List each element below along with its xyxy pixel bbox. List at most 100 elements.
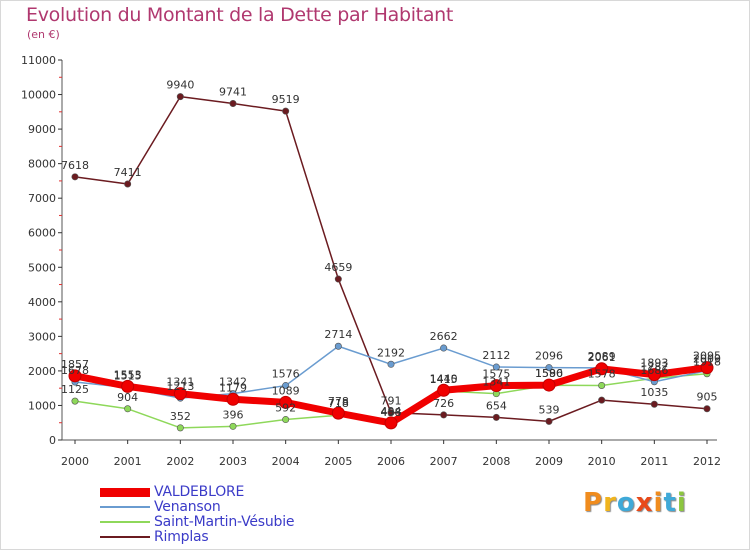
- x-tick-label: 2009: [535, 455, 563, 468]
- data-point-rimplas: [176, 93, 184, 101]
- x-tick-label: 2000: [61, 455, 89, 468]
- data-label-saint-martin-vesubie: 1787: [640, 360, 668, 373]
- data-label-saint-martin-vesubie: 718: [328, 397, 349, 410]
- legend-swatch-valdeblore: [100, 488, 150, 497]
- y-tick-label: 5000: [28, 261, 56, 274]
- data-label-rimplas: 539: [539, 403, 560, 416]
- data-point-saint-martin-vesubie: [229, 422, 237, 430]
- data-point-valdeblore: [279, 395, 293, 409]
- data-label-rimplas: 1035: [640, 386, 668, 399]
- series-layer: [68, 93, 714, 432]
- data-label-valdeblore: 1590: [535, 367, 563, 380]
- data-point-valdeblore: [68, 369, 82, 383]
- data-label-valdeblore: 1341: [166, 376, 194, 389]
- x-tick-label: 2007: [430, 455, 458, 468]
- x-tick-label: 2010: [588, 455, 616, 468]
- data-point-rimplas: [492, 413, 500, 421]
- data-label-saint-martin-vesubie: 1586: [535, 367, 563, 380]
- legend-swatch-saint-martin-vesubie: [100, 521, 150, 523]
- data-point-rimplas: [703, 405, 711, 413]
- data-point-venanson: [545, 364, 553, 372]
- data-point-valdeblore: [489, 379, 503, 393]
- y-tick-label: 7000: [28, 192, 56, 205]
- y-tick-label: 0: [49, 434, 56, 447]
- data-label-valdeblore: 1575: [482, 368, 510, 381]
- legend-swatch-venanson: [100, 506, 150, 508]
- data-label-valdeblore: 1440: [430, 372, 458, 385]
- x-tick-label: 2005: [324, 455, 352, 468]
- data-label-venanson: 1576: [272, 368, 300, 381]
- data-label-saint-martin-vesubie: 592: [275, 402, 296, 415]
- data-point-valdeblore: [542, 378, 556, 392]
- data-point-venanson: [440, 344, 448, 352]
- data-label-venanson: 1342: [219, 376, 247, 389]
- data-point-valdeblore: [331, 406, 345, 420]
- data-label-rimplas: 7618: [61, 159, 89, 172]
- logo-letter: x: [635, 488, 654, 518]
- data-label-saint-martin-vesubie: 352: [170, 410, 191, 423]
- data-label-venanson: 2714: [324, 328, 352, 341]
- line-chart: 0 1000 2000 3000 4000 5000 6000 7000 8000 9000 100…: [21, 54, 721, 468]
- data-point-rimplas: [545, 417, 553, 425]
- data-point-venanson: [334, 342, 342, 350]
- data-label-saint-martin-vesubie: 1125: [61, 383, 89, 396]
- logo-letter: r: [603, 488, 617, 518]
- data-point-saint-martin-vesubie: [282, 416, 290, 424]
- data-label-rimplas: 9940: [166, 79, 194, 92]
- logo-letter: i: [653, 488, 664, 518]
- data-label-saint-martin-vesubie: 1341: [482, 376, 510, 389]
- data-label-valdeblore: 1179: [219, 381, 247, 394]
- data-label-venanson: 1686: [640, 364, 668, 377]
- data-point-rimplas: [440, 411, 448, 419]
- data-label-venanson: 2112: [482, 349, 510, 362]
- data-label-rimplas: 654: [486, 399, 507, 412]
- y-tick-label: 8000: [28, 158, 56, 171]
- proxiti-logo: Proxiti: [583, 488, 687, 518]
- y-tick-label: 6000: [28, 227, 56, 240]
- data-point-rimplas: [229, 99, 237, 107]
- logo-letter: o: [616, 488, 636, 518]
- data-point-rimplas: [650, 400, 658, 408]
- data-label-valdeblore: 494: [381, 405, 402, 418]
- data-point-venanson: [492, 363, 500, 371]
- logo-letter: i: [676, 488, 687, 518]
- data-point-valdeblore: [384, 416, 398, 430]
- data-point-venanson: [282, 382, 290, 390]
- data-label-valdeblore: 2095: [693, 350, 721, 363]
- data-point-rimplas: [124, 180, 132, 188]
- x-tick-label: 2006: [377, 455, 405, 468]
- y-tick-label: 4000: [28, 296, 56, 309]
- data-point-saint-martin-vesubie: [176, 424, 184, 432]
- data-point-rimplas: [282, 107, 290, 115]
- y-tick-label: 10000: [21, 89, 56, 102]
- y-tick-label: 2000: [28, 365, 56, 378]
- unit-label: (en €): [27, 28, 60, 41]
- data-label-valdeblore: 2061: [588, 351, 616, 364]
- data-label-saint-martin-vesubie: 904: [117, 391, 138, 404]
- data-label-rimplas: 726: [433, 397, 454, 410]
- data-label-venanson: 1678: [61, 364, 89, 377]
- x-tick-label: 2004: [272, 455, 300, 468]
- chart-title: Evolution du Montant de la Dette par Hab…: [26, 4, 454, 26]
- data-point-saint-martin-vesubie: [71, 397, 79, 405]
- legend-label-venanson: Venanson: [154, 499, 221, 515]
- data-label-saint-martin-vesubie: 1415: [430, 373, 458, 386]
- data-label-venanson: 1213: [166, 380, 194, 393]
- data-label-valdeblore: 778: [328, 395, 349, 408]
- data-label-venanson: 2009: [693, 353, 721, 366]
- y-tick-label: 9000: [28, 123, 56, 136]
- data-label-venanson: 2192: [377, 346, 405, 359]
- data-point-rimplas: [387, 409, 395, 417]
- logo-letter: t: [663, 488, 677, 518]
- data-point-rimplas: [598, 396, 606, 404]
- data-label-rimplas: 791: [381, 395, 402, 408]
- x-tick-label: 2008: [482, 455, 510, 468]
- data-label-saint-martin-vesubie: 1578: [588, 367, 616, 380]
- x-tick-label: 2001: [114, 455, 142, 468]
- legend-label-rimplas: Rimplas: [154, 529, 209, 545]
- data-label-venanson: 2662: [430, 330, 458, 343]
- legend-swatch-rimplas: [100, 536, 150, 538]
- data-point-valdeblore: [121, 379, 135, 393]
- data-label-rimplas: 9741: [219, 85, 247, 98]
